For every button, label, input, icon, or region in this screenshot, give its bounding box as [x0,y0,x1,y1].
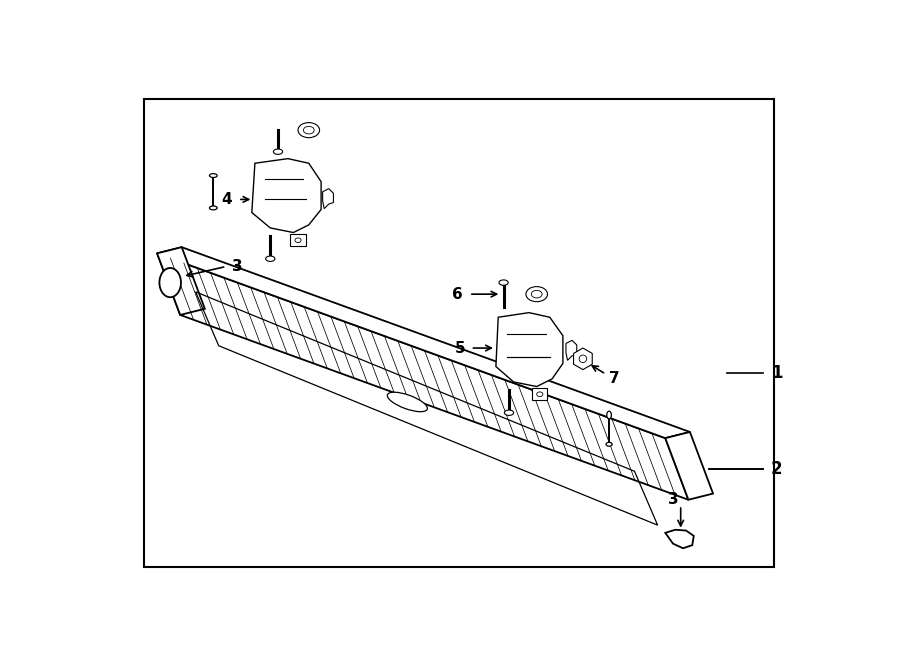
Text: 6: 6 [452,287,463,301]
Ellipse shape [298,122,320,137]
Polygon shape [573,348,592,369]
Polygon shape [252,159,321,233]
Text: 3: 3 [232,259,242,274]
Bar [291,234,306,247]
Ellipse shape [274,149,283,155]
Ellipse shape [210,174,217,178]
Text: 1: 1 [770,364,782,381]
Ellipse shape [536,392,543,397]
Bar [532,388,547,401]
Ellipse shape [504,410,514,415]
Polygon shape [665,529,694,548]
Text: 4: 4 [221,192,232,207]
Ellipse shape [526,287,547,301]
Text: 5: 5 [454,340,465,356]
Text: 3: 3 [668,492,679,508]
Ellipse shape [295,238,302,243]
Ellipse shape [531,290,542,298]
Ellipse shape [607,411,611,419]
Polygon shape [158,247,205,315]
Ellipse shape [159,268,181,297]
Ellipse shape [210,206,217,210]
Polygon shape [158,253,689,500]
Ellipse shape [266,256,274,261]
Polygon shape [322,188,333,209]
Polygon shape [496,313,562,387]
Ellipse shape [499,280,508,286]
Text: 7: 7 [609,371,620,386]
Ellipse shape [606,442,612,446]
Ellipse shape [303,126,314,134]
Polygon shape [566,340,577,360]
Polygon shape [158,247,690,438]
Ellipse shape [387,392,428,412]
Ellipse shape [579,355,587,363]
Text: 2: 2 [770,460,782,478]
Polygon shape [665,432,713,500]
